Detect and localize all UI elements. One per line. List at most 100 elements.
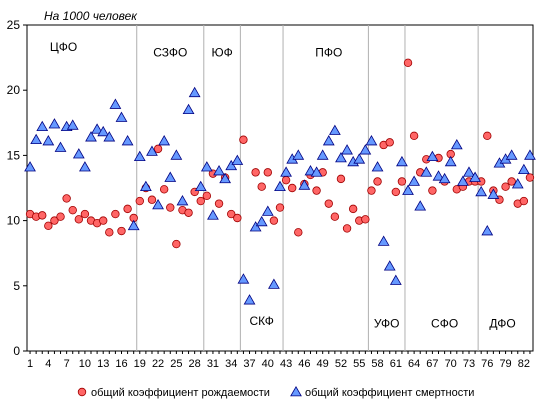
data-point (292, 149, 305, 160)
x-tick-label: 49 (317, 358, 329, 370)
x-tick-label: 25 (170, 358, 182, 370)
data-point (281, 175, 291, 185)
data-point (287, 183, 297, 193)
data-point (225, 159, 238, 171)
data-point (367, 186, 376, 195)
data-point (359, 144, 372, 155)
data-point (239, 135, 248, 144)
x-tick-label: 31 (207, 358, 219, 370)
data-point (159, 185, 169, 194)
data-point (194, 180, 207, 191)
y-tick-label: 10 (7, 214, 21, 228)
data-point (66, 119, 79, 130)
data-point (79, 161, 91, 172)
data-point (330, 212, 340, 221)
data-point (56, 212, 65, 221)
region-label: СФО (431, 317, 458, 331)
data-point (243, 294, 256, 305)
data-point (219, 172, 232, 184)
data-point (231, 154, 244, 165)
x-tick-label: 70 (445, 358, 457, 370)
data-point (172, 239, 181, 249)
data-point (463, 166, 475, 177)
data-point (237, 273, 250, 284)
data-point (269, 216, 279, 225)
data-point (257, 182, 266, 191)
x-tick-label: 58 (371, 358, 383, 370)
data-point (420, 166, 433, 177)
x-tick-label: 28 (189, 358, 201, 370)
data-point (121, 135, 134, 146)
data-point (396, 155, 408, 167)
x-tick-label: 37 (243, 358, 255, 370)
data-point (249, 221, 262, 232)
data-point (505, 149, 518, 160)
data-point (54, 141, 67, 152)
data-point (389, 274, 402, 285)
data-point (426, 150, 439, 162)
data-point (166, 203, 175, 212)
data-point (383, 260, 396, 271)
region-label: СЗФО (153, 45, 187, 59)
data-point (322, 135, 335, 146)
data-point (353, 153, 366, 164)
y-tick-label: 15 (7, 148, 21, 162)
data-point (432, 170, 445, 181)
data-point (511, 178, 524, 189)
data-point (444, 155, 457, 167)
data-point (385, 138, 394, 147)
data-point (133, 150, 146, 162)
data-point (342, 224, 352, 233)
data-point (517, 163, 530, 175)
data-point (402, 184, 414, 195)
x-tick-label: 76 (481, 358, 493, 370)
x-tick-label: 34 (225, 358, 237, 370)
data-point (213, 165, 225, 176)
data-point (336, 174, 346, 184)
data-point (42, 135, 55, 146)
data-point (176, 195, 189, 206)
data-point (298, 179, 311, 190)
data-point (524, 149, 536, 160)
data-point (408, 175, 421, 186)
data-point (501, 182, 510, 191)
x-tick-label: 4 (45, 358, 51, 370)
data-point (341, 144, 353, 155)
data-point (153, 144, 163, 154)
data-point (48, 118, 61, 129)
data-point (274, 180, 286, 191)
data-point (152, 198, 164, 210)
x-tick-label: 79 (499, 358, 511, 370)
data-point (409, 131, 419, 141)
data-point (103, 131, 116, 142)
data-point (377, 235, 390, 246)
series-death-rate (24, 86, 536, 305)
data-point (123, 204, 132, 214)
x-tick-label: 67 (426, 358, 438, 370)
data-point (365, 135, 378, 146)
y-tick-label: 5 (13, 279, 20, 293)
x-tick-label: 22 (152, 358, 164, 370)
x-tick-label: 52 (335, 358, 347, 370)
data-point (397, 177, 407, 186)
data-point (74, 215, 84, 224)
data-point (361, 215, 370, 224)
data-point (44, 221, 53, 231)
data-point (38, 211, 47, 220)
data-point (85, 131, 97, 142)
data-point (519, 196, 529, 206)
data-point (30, 133, 43, 145)
data-point (280, 166, 292, 177)
data-point (99, 216, 108, 225)
data-point (469, 171, 481, 182)
series-birth-rate (25, 58, 535, 249)
data-point (457, 175, 469, 186)
region-label: ДФО (489, 317, 515, 331)
data-point (275, 203, 285, 212)
data-point (403, 58, 413, 68)
region-label: ЮФ (211, 45, 232, 59)
data-point (251, 168, 260, 177)
region-label: СКФ (250, 314, 274, 328)
